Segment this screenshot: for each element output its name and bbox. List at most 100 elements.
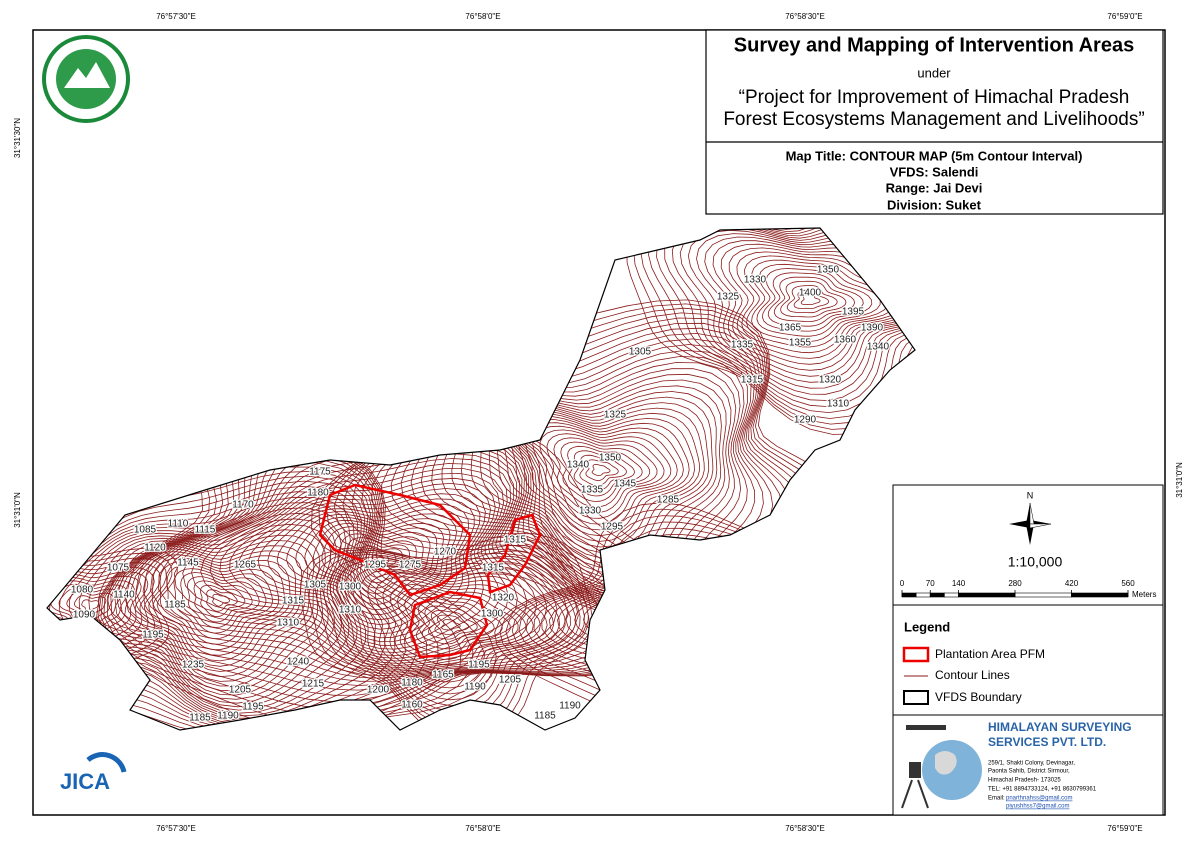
plantation-area <box>486 513 542 594</box>
contour-line <box>116 540 315 678</box>
contour-label: 1190 <box>464 682 486 693</box>
subtitle: under <box>917 65 951 80</box>
coord-label: 76°58'30"E <box>785 12 825 21</box>
contour-line <box>532 425 678 525</box>
contour-line <box>314 544 585 730</box>
scale-segment <box>944 592 959 598</box>
contour-line <box>591 463 611 477</box>
title: Survey and Mapping of Intervention Areas <box>734 34 1134 56</box>
contour-line <box>736 251 906 354</box>
contour-label: 1145 <box>177 558 199 569</box>
contour-line <box>173 568 273 640</box>
jica-text: JICA <box>60 769 110 794</box>
contour-line <box>585 459 619 481</box>
vfds: VFDS: Salendi <box>890 164 979 179</box>
email[interactable]: pnarthnahss@gmail.com <box>1006 796 1072 802</box>
contour-line <box>47 562 161 657</box>
contour-line <box>517 418 690 537</box>
contour-line <box>367 572 548 689</box>
vfds-boundary <box>46 227 916 731</box>
contour-label: 1270 <box>434 547 457 558</box>
scale-tick-label: 420 <box>1065 579 1079 588</box>
address: Himachal Pradesh- 173025 <box>988 778 1061 784</box>
address: 259/1, Shakti Colony, Devinagar, <box>988 761 1075 767</box>
legend-swatch <box>902 646 930 663</box>
email[interactable]: piyushhss7@gmail.com <box>1006 804 1069 810</box>
contour-line <box>212 594 231 607</box>
plantation-areas <box>318 483 542 659</box>
contour-line <box>180 572 267 634</box>
contour-label: 1265 <box>234 560 257 571</box>
contour-label: 1195 <box>468 660 490 671</box>
contour-line <box>560 441 651 502</box>
contour-label: 1300 <box>481 609 504 620</box>
contour-label: 1395 <box>842 307 865 318</box>
contour-label: 1330 <box>579 506 602 517</box>
contour-line <box>382 580 534 677</box>
contour-label: 1320 <box>492 593 515 604</box>
scale-bar: 0 70 140 280 420 560 Meters <box>900 579 1157 599</box>
contour-line <box>539 429 672 519</box>
contour-label: 1195 <box>142 630 164 641</box>
scale-tick-label: 140 <box>952 579 966 588</box>
contour-line <box>193 580 253 623</box>
coord-label: 76°58'0"E <box>465 12 500 21</box>
coord-label: 76°59'0"E <box>1107 824 1142 833</box>
contour-label: 1305 <box>629 347 652 358</box>
contour-line <box>336 559 571 712</box>
scale-tick-label: 70 <box>926 579 935 588</box>
contour-label: 1115 <box>195 525 216 536</box>
project-name: “Project for Improvement of Himachal Pra… <box>739 87 1130 108</box>
contour-line <box>47 480 386 719</box>
company-name: HIMALAYAN SURVEYING <box>988 720 1132 734</box>
contour-label: 1185 <box>164 600 186 611</box>
contour-label: 1315 <box>482 563 505 574</box>
contour-label: 1345 <box>614 479 637 490</box>
contour-label: 1190 <box>217 711 239 722</box>
contour-label: 1215 <box>302 679 325 690</box>
jica-logo: JICA <box>60 752 127 794</box>
contour-label: 1285 <box>657 495 680 506</box>
contour-label: 1075 <box>107 563 130 574</box>
contour-line <box>78 518 337 696</box>
contour-label: 1335 <box>581 485 604 496</box>
contour-line <box>780 280 847 318</box>
contour-line <box>107 534 321 682</box>
scale-ratio: 1:10,000 <box>1008 554 1063 570</box>
coordinates: 76°57'30"E 76°58'0"E 76°58'30"E 76°59'0"… <box>13 12 1184 833</box>
range: Range: Jai Devi <box>886 180 983 195</box>
coord-label: 76°57'30"E <box>156 12 196 21</box>
map-title: Map Title: CONTOUR MAP (5m Contour Inter… <box>786 148 1083 163</box>
contour-line <box>159 560 285 651</box>
north-arrow <box>1009 502 1052 545</box>
contour-line <box>206 589 238 612</box>
contour-label: 1195 <box>242 702 264 713</box>
contour-line <box>47 575 142 643</box>
contour-line <box>199 584 246 618</box>
contour-label: 1340 <box>867 342 890 353</box>
contour-line <box>786 285 838 314</box>
north-label: N <box>1027 490 1034 500</box>
legend-item: VFDS Boundary <box>935 690 1022 704</box>
contour-line <box>166 564 280 645</box>
contour-label: 1300 <box>339 582 362 593</box>
contour-line <box>773 276 856 322</box>
contour-line <box>415 601 495 650</box>
contour-line <box>73 595 107 618</box>
address: Paonta Sahib, District Sirmour, <box>988 769 1070 775</box>
coord-label: 31°31'0"N <box>1175 462 1184 498</box>
scale-segment <box>901 592 917 598</box>
contour-label: 1090 <box>73 610 96 621</box>
contour-label: 1310 <box>827 399 850 410</box>
contour-label: 1290 <box>794 415 817 426</box>
contour-line <box>47 552 173 666</box>
contour-label: 1310 <box>277 618 300 629</box>
contour-label: 1110 <box>168 519 189 530</box>
contour-label: 1275 <box>399 560 422 571</box>
contour-line <box>579 454 627 486</box>
scale-segment <box>958 592 1016 598</box>
legend-swatch <box>903 690 929 705</box>
contour-label: 1295 <box>601 522 624 533</box>
contour-label: 1390 <box>861 323 884 334</box>
